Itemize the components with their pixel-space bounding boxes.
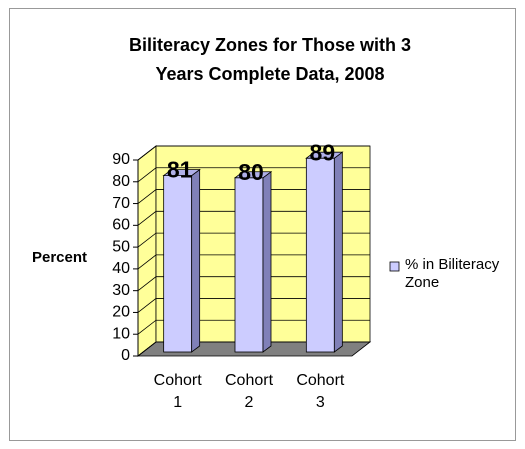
y-tick-label: 0	[121, 347, 130, 364]
grid-line	[137, 232, 370, 248]
grid-line	[137, 341, 370, 357]
bar-side	[333, 151, 343, 353]
bar-top	[162, 169, 201, 177]
data-label: 89	[310, 139, 336, 165]
chart-title: Biliteracy Zones for Those with 3	[129, 35, 411, 55]
bar-side	[262, 170, 272, 353]
grid-line	[137, 167, 370, 183]
bar-top	[233, 171, 273, 179]
y-tick-label: 30	[112, 282, 130, 299]
grid-line	[137, 319, 370, 335]
x-tick-label: Cohort 2	[224, 372, 274, 411]
y-tick-label: 20	[112, 304, 130, 321]
grid-line	[137, 189, 370, 204]
y-tick-label: 40	[112, 260, 130, 277]
y-tick-label: 60	[112, 217, 130, 234]
legend-swatch	[389, 261, 400, 272]
chart-title: Years Complete Data, 2008	[155, 64, 384, 84]
bar	[234, 177, 264, 353]
bar-top	[305, 151, 344, 159]
chart-border	[9, 8, 516, 441]
y-tick-label: 80	[112, 173, 130, 190]
y-tick-label: 10	[112, 325, 130, 342]
y-tick-label: 50	[112, 238, 130, 255]
legend-label: % in Biliteracy Zone	[405, 256, 500, 291]
bar	[163, 175, 193, 353]
data-label: 81	[167, 157, 193, 183]
grid-line	[137, 298, 370, 313]
bar-side	[191, 168, 201, 353]
grid-line	[137, 210, 370, 226]
y-tick-label: 90	[112, 151, 130, 168]
side-wall	[137, 145, 157, 357]
grid-line	[137, 276, 370, 291]
x-tick-label: Cohort 1	[153, 372, 202, 411]
y-tick-label: 70	[112, 195, 130, 212]
grid-line	[137, 145, 370, 161]
x-tick-label: Cohort 3	[296, 372, 345, 411]
data-label: 80	[238, 159, 264, 185]
y-axis-label: Percent	[32, 249, 87, 266]
bar	[305, 157, 335, 353]
grid-line	[137, 254, 370, 270]
